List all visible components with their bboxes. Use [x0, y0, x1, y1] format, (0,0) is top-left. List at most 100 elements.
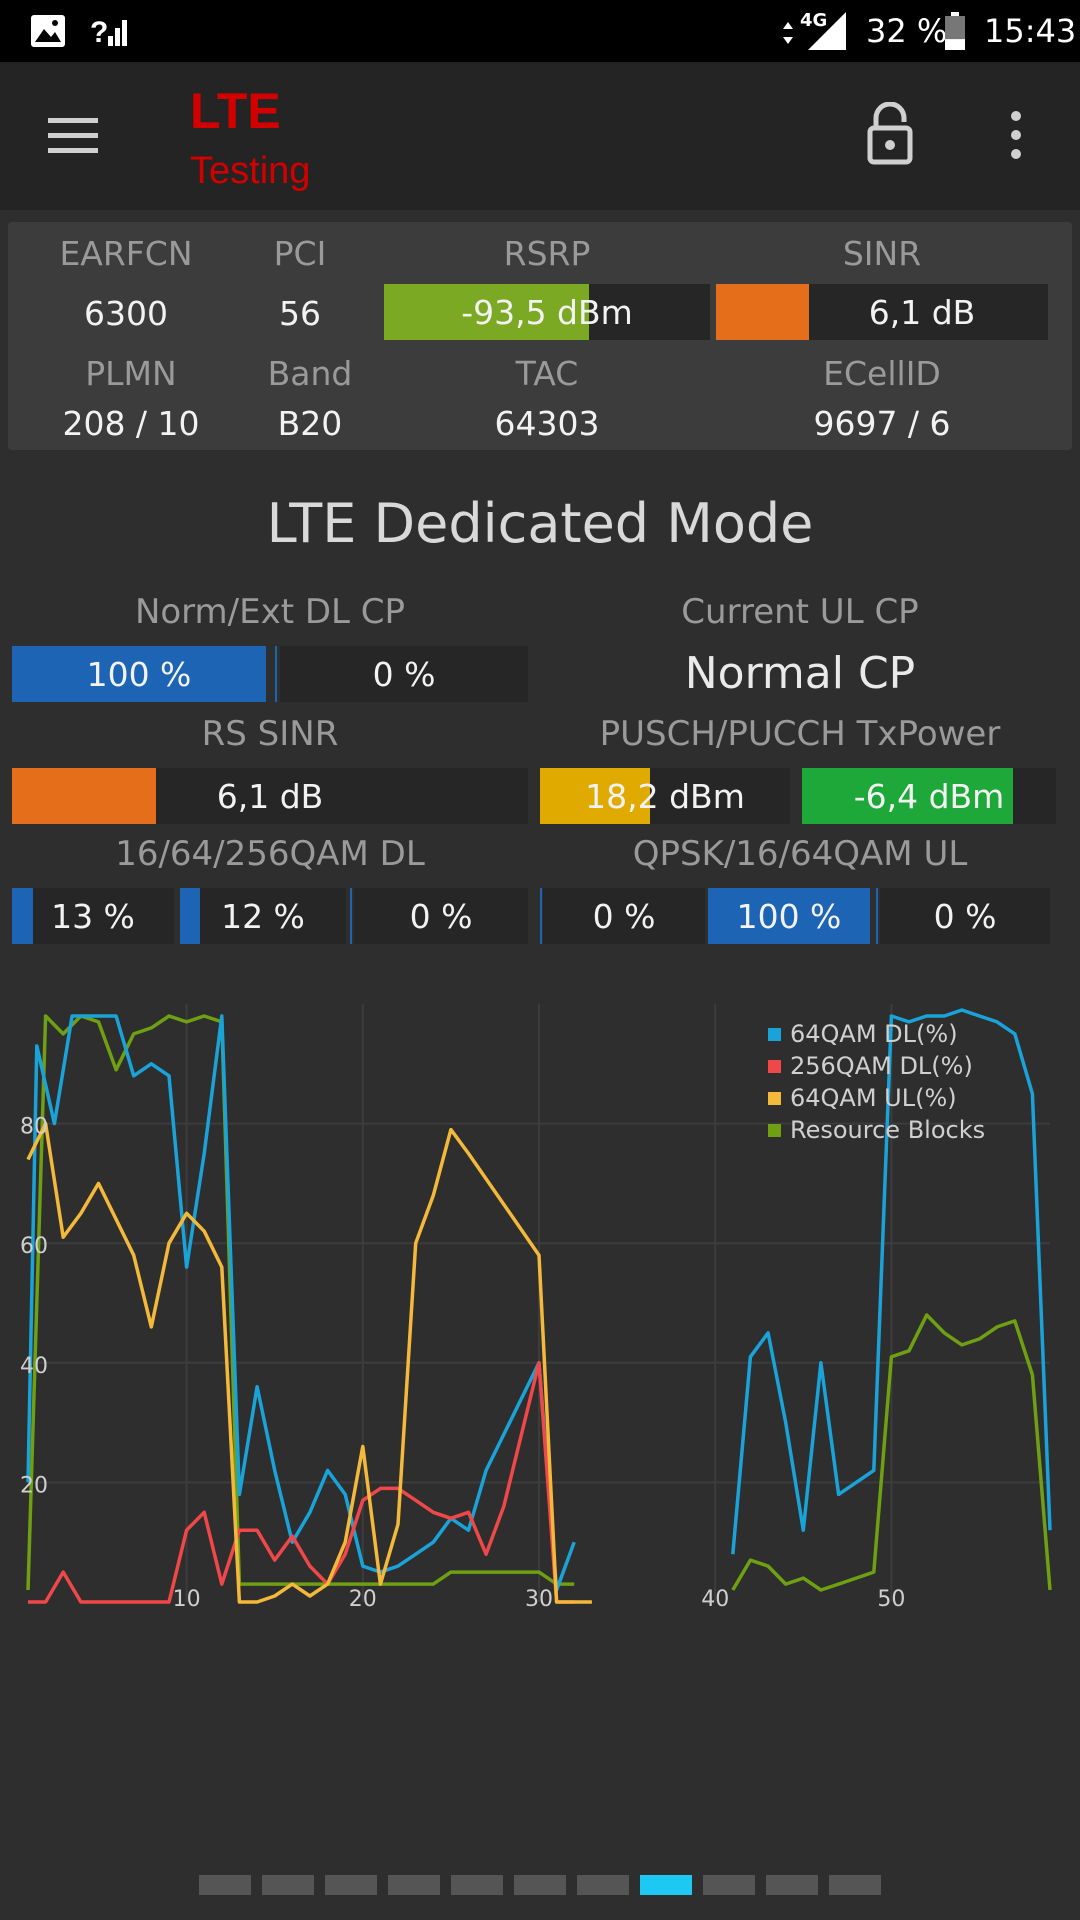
page-dot[interactable] — [514, 1875, 566, 1895]
network-type-label: 4G — [800, 10, 828, 31]
legend-label: 64QAM UL(%) — [790, 1084, 957, 1112]
legend-label: 256QAM DL(%) — [790, 1052, 973, 1080]
app-title: LTE — [190, 83, 281, 139]
qam-dl-16-value: 13 % — [51, 896, 135, 936]
qam-ul-divider-1 — [540, 888, 542, 944]
y-tick-label: 40 — [20, 1354, 48, 1379]
clock: 15:43 — [984, 12, 1077, 50]
sinr-bar: 6,1 dB — [716, 284, 1048, 340]
status-bar: ? 4G 32 % 15:43 — [0, 0, 1080, 62]
pusch-bar: 18,2 dBm — [540, 768, 790, 824]
pucch-value: -6,4 dBm — [853, 776, 1005, 816]
series-line-1 — [731, 1008, 1052, 1555]
pusch-value: 18,2 dBm — [585, 776, 745, 816]
plmn-value: 208 / 10 — [62, 404, 200, 443]
series-line-3 — [26, 1121, 592, 1604]
pucch-fill — [802, 768, 1013, 824]
battery-percent: 32 % — [866, 12, 948, 50]
ecellid-value: 9697 / 6 — [813, 404, 951, 443]
cell-info-panel: EARFCN 6300 PCI 56 RSRP -93,5 dBm SINR 6… — [8, 222, 1072, 450]
qam-ul-64-value: 0 % — [933, 896, 997, 936]
x-tick-label: 20 — [349, 1587, 377, 1612]
qam-ul-16-value: 100 % — [736, 896, 842, 936]
overflow-menu-icon[interactable] — [1004, 110, 1028, 160]
band-label: Band — [267, 354, 353, 393]
cell-signal-icon — [808, 12, 846, 50]
rsrp-value: -93,5 dBm — [461, 292, 633, 332]
dl-cp-divider — [275, 646, 277, 702]
sinr-label: SINR — [842, 234, 922, 273]
page-indicator — [0, 1875, 1080, 1897]
x-tick-label: 30 — [525, 1587, 553, 1612]
qam-ul-qpsk-bar: 0 % — [543, 888, 705, 944]
qam-dl-64-value: 12 % — [221, 896, 305, 936]
y-tick-label: 20 — [20, 1473, 48, 1498]
x-tick-label: 40 — [701, 1587, 729, 1612]
series-line-1 — [26, 1014, 576, 1592]
legend-swatch — [768, 1028, 781, 1041]
tac-label: TAC — [515, 354, 579, 393]
lock-open-icon[interactable] — [866, 102, 914, 166]
qam-ul-64-bar: 0 % — [880, 888, 1050, 944]
qam-ul-divider-2 — [876, 888, 878, 944]
legend-label: Resource Blocks — [790, 1116, 986, 1144]
pci-label: PCI — [273, 234, 327, 273]
page-dot[interactable] — [577, 1875, 629, 1895]
page-dot[interactable] — [451, 1875, 503, 1895]
rs-sinr-bar: 6,1 dB — [12, 768, 528, 824]
image-notification-icon — [31, 15, 65, 47]
y-tick-label: 80 — [20, 1115, 48, 1140]
no-sim-signal-icon: ? — [90, 16, 127, 49]
rsrp-bar-fill — [384, 284, 590, 340]
page-dot[interactable] — [388, 1875, 440, 1895]
dl-cp-normal-fill — [12, 646, 266, 702]
dl-cp-normal-bar: 100 % — [12, 646, 266, 702]
battery-icon — [945, 12, 965, 50]
x-tick-label: 10 — [173, 1587, 201, 1612]
sinr-bar-fill — [716, 284, 809, 340]
page-dot[interactable] — [262, 1875, 314, 1895]
ul-cp-value: Normal CP — [684, 648, 916, 699]
x-tick-label: 50 — [877, 1587, 905, 1612]
pucch-bar: -6,4 dBm — [802, 768, 1056, 824]
sinr-value: 6,1 dB — [868, 292, 976, 332]
txpower-label: PUSCH/PUCCH TxPower — [599, 714, 1001, 754]
legend-label: 64QAM DL(%) — [790, 1020, 958, 1048]
y-tick-label: 60 — [20, 1234, 48, 1259]
rsrp-bar: -93,5 dBm — [384, 284, 710, 340]
legend-item: 64QAM DL(%) — [768, 1018, 985, 1050]
page-dot[interactable] — [199, 1875, 251, 1895]
app-subtitle: Testing — [190, 150, 311, 192]
page-dot[interactable] — [703, 1875, 755, 1895]
data-arrows-icon — [783, 22, 793, 44]
legend-item: 256QAM DL(%) — [768, 1050, 985, 1082]
pusch-fill — [540, 768, 650, 824]
page-dot[interactable] — [766, 1875, 818, 1895]
page-dot[interactable] — [829, 1875, 881, 1895]
qam-dl-64-fill — [180, 888, 200, 944]
ul-cp-label: Current UL CP — [681, 592, 919, 632]
earfcn-value: 6300 — [84, 294, 168, 333]
page-dot[interactable] — [640, 1875, 692, 1895]
plmn-label: PLMN — [85, 354, 177, 393]
app-bar: LTE Testing — [0, 62, 1080, 210]
dl-cp-ext-bar: 0 % — [280, 646, 528, 702]
series-line-4 — [731, 1313, 1052, 1592]
qam-ul-16-bar: 100 % — [708, 888, 870, 944]
series-line-4 — [26, 1014, 575, 1591]
page-dot[interactable] — [325, 1875, 377, 1895]
qam-ul-label: QPSK/16/64QAM UL — [632, 834, 968, 874]
legend-swatch — [768, 1092, 781, 1105]
history-line-chart: 20 40 60 80 10 20 30 40 50 — [20, 1004, 1052, 1612]
band-value: B20 — [277, 404, 343, 443]
qam-dl-divider — [350, 888, 352, 944]
dl-cp-label: Norm/Ext DL CP — [134, 592, 406, 632]
dl-cp-normal-value: 100 % — [86, 654, 192, 694]
rs-sinr-fill — [12, 768, 157, 824]
dl-cp-ext-value: 0 % — [372, 654, 436, 694]
qam-dl-64-bar: 12 % — [180, 888, 346, 944]
qam-ul-16-fill — [708, 888, 870, 944]
menu-icon[interactable] — [46, 114, 100, 156]
qam-dl-16-bar: 13 % — [12, 888, 174, 944]
legend-item: Resource Blocks — [768, 1114, 985, 1146]
